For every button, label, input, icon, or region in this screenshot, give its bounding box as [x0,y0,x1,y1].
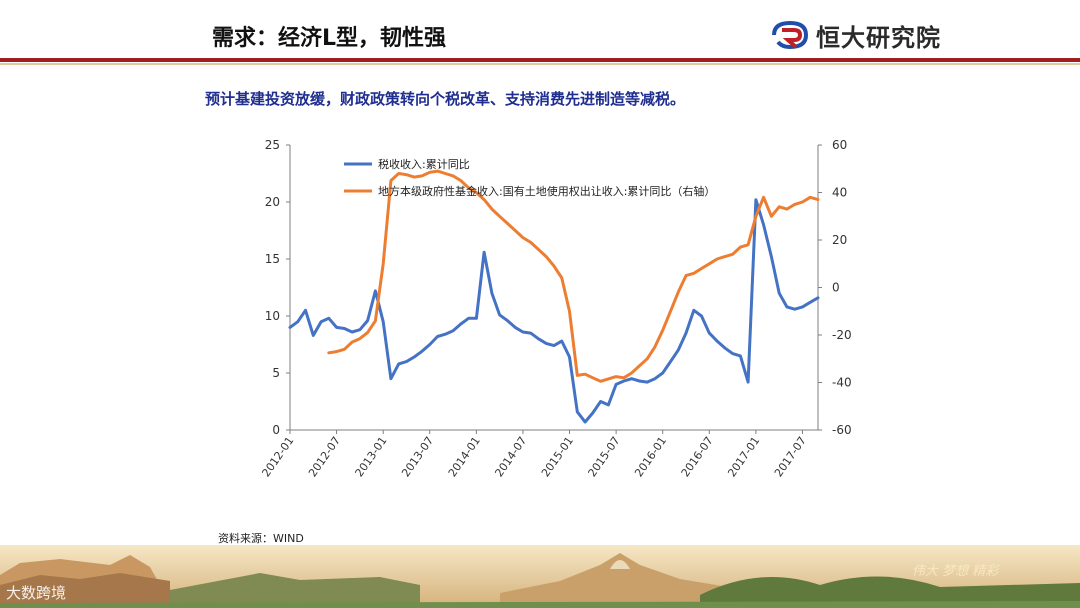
left-tick-label: 25 [265,138,280,152]
x-tick-label: 2015-07 [586,434,623,479]
line-chart: 0 5 10 15 20 25 -60 -40 -20 0 20 40 60 2012-01 2012-07… [259,138,852,479]
x-tick-label: 2013-01 [353,434,390,479]
header-divider [0,58,1080,62]
right-tick-label: 40 [832,186,847,200]
x-tick-label: 2016-07 [679,434,716,479]
x-tick-label: 2012-07 [306,434,343,479]
x-tick-label: 2017-07 [772,434,809,479]
footer-decorative-text: 伟大 梦想 精彩 [912,564,999,579]
x-tick-label: 2017-01 [725,434,762,479]
right-tick-label: 20 [832,233,847,247]
left-tick-label: 5 [272,366,280,380]
x-tick-label: 2016-01 [632,434,669,479]
legend-label: 税收收入:累计同比 [378,157,470,171]
x-tick-label: 2013-07 [399,434,436,479]
footer-landscape-image [0,545,1080,608]
header-divider-accent [0,63,1080,65]
x-tick-label: 2014-01 [446,434,483,479]
x-tick-label: 2014-07 [492,434,529,479]
left-tick-label: 15 [265,252,280,266]
source-note: 资料来源：WIND [218,532,304,545]
left-tick-label: 20 [265,195,280,209]
brand-name: 恒大研究院 [816,23,941,52]
x-tick-label: 2015-01 [539,434,576,479]
series-line-land-revenue [327,169,820,383]
right-tick-label: 60 [832,138,847,152]
left-tick-label: 10 [265,309,280,323]
x-tick-label: 2012-01 [259,434,296,479]
right-tick-label: -40 [832,376,852,390]
evergrande-logo-icon [772,20,809,50]
slide-title: 需求：经济L型，韧性强 [212,26,447,51]
series-line-tax-revenue [288,198,820,424]
right-tick-label: -60 [832,423,852,437]
watermark: 大数跨境 [6,584,67,602]
right-tick-label: 0 [832,281,840,295]
legend-label: 地方本级政府性基金收入:国有土地使用权出让收入:累计同比（右轴） [378,184,715,198]
slide-subtitle: 预计基建投资放缓，财政政策转向个税改革、支持消费先进制造等减税。 [205,90,686,108]
right-tick-label: -20 [832,328,852,342]
left-tick-label: 0 [272,423,280,437]
brand: 恒大研究院 [770,18,941,52]
